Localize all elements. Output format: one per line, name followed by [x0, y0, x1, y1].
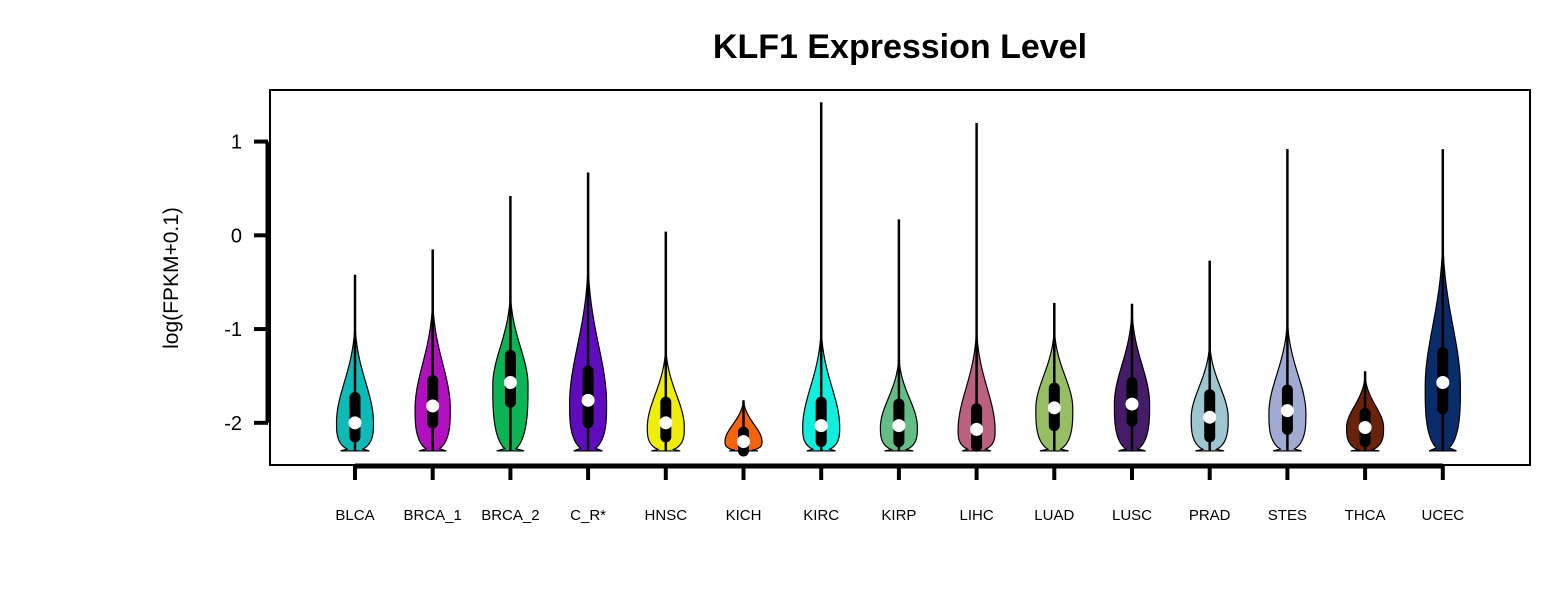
x-tick-label: THCA	[1345, 507, 1386, 524]
y-tick-label: 0	[231, 225, 242, 247]
median-point	[1280, 404, 1294, 418]
median-point	[970, 422, 984, 436]
median-point	[892, 419, 906, 433]
median-point	[1125, 397, 1139, 411]
median-point	[814, 419, 828, 433]
x-tick-label: KIRP	[881, 507, 916, 524]
chart-title: KLF1 Expression Level	[713, 28, 1087, 66]
x-tick-label: C_R*	[570, 507, 606, 524]
x-tick-label: BRCA_1	[404, 507, 462, 524]
x-tick-label: PRAD	[1189, 507, 1231, 524]
violin-group	[335, 102, 1461, 457]
x-tick-label: HNSC	[645, 507, 688, 524]
median-point	[1203, 410, 1217, 424]
x-tick-label: LUSC	[1112, 507, 1152, 524]
median-point	[1047, 401, 1061, 415]
median-point	[426, 399, 440, 413]
median-point	[503, 376, 517, 389]
median-point	[581, 393, 595, 407]
y-tick-label: -2	[224, 413, 242, 435]
y-tick-label: 1	[231, 132, 242, 154]
x-tick-label: STES	[1268, 507, 1307, 524]
x-tick-label: BRCA_2	[481, 507, 539, 524]
x-tick-label: BLCA	[335, 507, 374, 524]
x-axis: BLCA BRCA_1 BRCA_2 C_R* HNSC KICH KIRC KIRP LIHC…	[335, 463, 1465, 524]
median-point	[348, 416, 362, 430]
x-tick-label: KICH	[726, 507, 762, 524]
median-point	[1436, 376, 1450, 389]
median-point	[1358, 421, 1372, 434]
y-axis: 1 0 -1 -2	[224, 132, 271, 435]
median-point	[737, 435, 750, 449]
y-axis-label: log(FPKM+0.1)	[160, 207, 183, 349]
median-point	[659, 416, 673, 430]
x-tick-label: UCEC	[1422, 507, 1465, 524]
y-tick-label: -1	[224, 319, 242, 341]
x-tick-label: KIRC	[803, 507, 839, 524]
x-tick-label: LUAD	[1034, 507, 1074, 524]
x-tick-label: LIHC	[960, 507, 994, 524]
